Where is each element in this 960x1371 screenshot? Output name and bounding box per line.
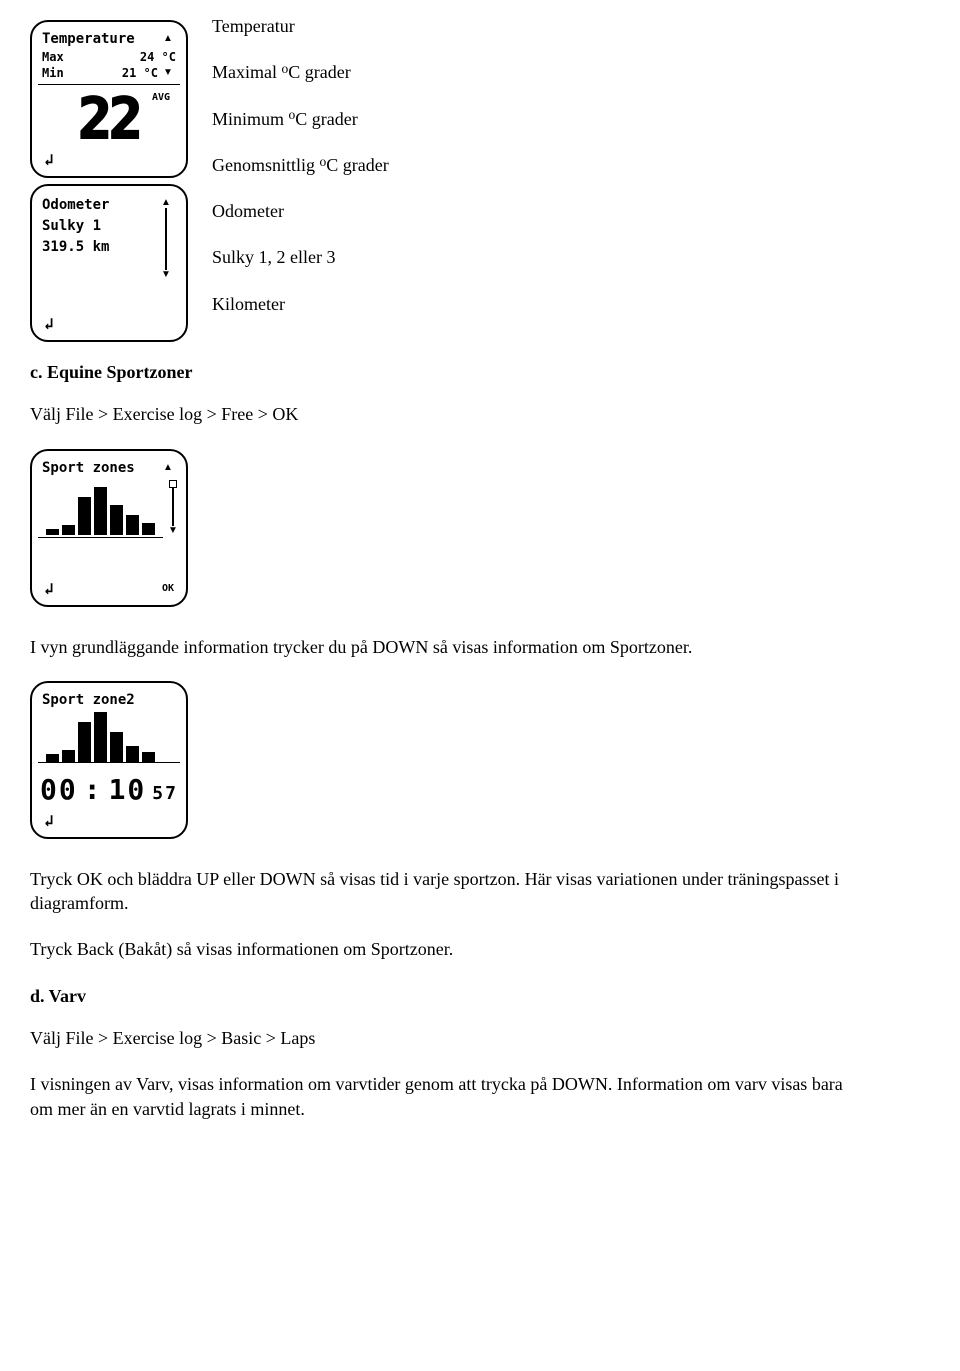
text-line: Maximal oC grader (212, 60, 389, 84)
section-c-sub: Välj File > Exercise log > Free > OK (30, 402, 870, 426)
back-icon: ↲ (44, 149, 54, 171)
odometer-title: Odometer (42, 196, 109, 215)
chart-bar (46, 529, 59, 535)
temp-max-label: Max (42, 49, 64, 65)
chart-bar (142, 752, 155, 762)
chart-bar (62, 525, 75, 535)
chart-bar (94, 487, 107, 535)
temp-text-block: Temperatur Maximal oC grader Minimum oC … (212, 14, 389, 338)
text-line: Temperatur (212, 14, 389, 38)
lcd-stack: Temperature ▲ Max 24 °C Min 21 °C ▼ 22 A… (30, 20, 188, 342)
chart-bar (126, 746, 139, 762)
chart-bar (142, 523, 155, 535)
down-arrow-icon: ▼ (165, 526, 181, 536)
temp-avg-suffix: AVG (152, 91, 170, 105)
lcd-temperature: Temperature ▲ Max 24 °C Min 21 °C ▼ 22 A… (30, 20, 188, 178)
section-d-sub: Välj File > Exercise log > Basic > Laps (30, 1026, 870, 1050)
sportzone2-chart (38, 710, 180, 763)
text-line: Genomsnittlig oC grader (212, 153, 389, 177)
temp-min-value: 21 °C (122, 65, 158, 81)
lcd-title: Sport zones (42, 459, 135, 478)
down-arrow-icon: ▼ (160, 68, 176, 78)
chart-bar (126, 515, 139, 535)
up-arrow-icon: ▲ (160, 34, 176, 44)
odometer-km: 319.5 km (42, 238, 109, 257)
back-icon: ↲ (44, 313, 54, 335)
down-arrow-icon: ▼ (158, 270, 174, 280)
section-c-p2: Tryck OK och bläddra UP eller DOWN så vi… (30, 867, 870, 916)
lcd-sportzones: Sport zones ▲ ▼ ↲ OK (30, 449, 188, 607)
chart-bar (110, 505, 123, 535)
temp-min-label: Min (42, 65, 64, 81)
chart-bar (46, 754, 59, 762)
section-c-p1: I vyn grundläggande information trycker … (30, 635, 870, 659)
lcd-odometer: Odometer Sulky 1 319.5 km ▲ ▼ ↲ (30, 184, 188, 342)
section-c-p3: Tryck Back (Bakåt) så visas informatione… (30, 937, 870, 961)
section-d-p1: I visningen av Varv, visas information o… (30, 1072, 870, 1121)
lcd-title: Sport zone2 (42, 691, 135, 710)
zone-time: 00:1057 (40, 771, 178, 809)
temp-avg-value: 22 (78, 92, 139, 148)
back-icon: ↲ (44, 578, 54, 600)
section-c-heading: c. Equine Sportzoner (30, 360, 870, 384)
back-icon: ↲ (44, 810, 54, 832)
temp-max-value: 24 °C (140, 49, 176, 65)
ok-label: OK (162, 582, 174, 596)
odometer-sulky: Sulky 1 (42, 217, 109, 236)
text-line: Minimum oC grader (212, 107, 389, 131)
chart-bar (110, 732, 123, 762)
text-line: Odometer (212, 199, 389, 223)
lcd-sportzone2: Sport zone2 00:1057 ↲ (30, 681, 188, 839)
chart-bar (94, 712, 107, 762)
chart-bar (78, 497, 91, 535)
chart-bar (78, 722, 91, 762)
up-arrow-icon: ▲ (158, 198, 174, 208)
up-arrow-icon: ▲ (160, 463, 176, 473)
temperature-section: Temperature ▲ Max 24 °C Min 21 °C ▼ 22 A… (30, 20, 870, 342)
section-d-heading: d. Varv (30, 984, 870, 1008)
text-line: Kilometer (212, 292, 389, 316)
lcd-title: Temperature (42, 30, 135, 49)
chart-bar (62, 750, 75, 762)
text-line: Sulky 1, 2 eller 3 (212, 245, 389, 269)
sportzones-chart (38, 477, 163, 538)
scroll-slider (162, 208, 170, 270)
scroll-slider (169, 480, 177, 526)
